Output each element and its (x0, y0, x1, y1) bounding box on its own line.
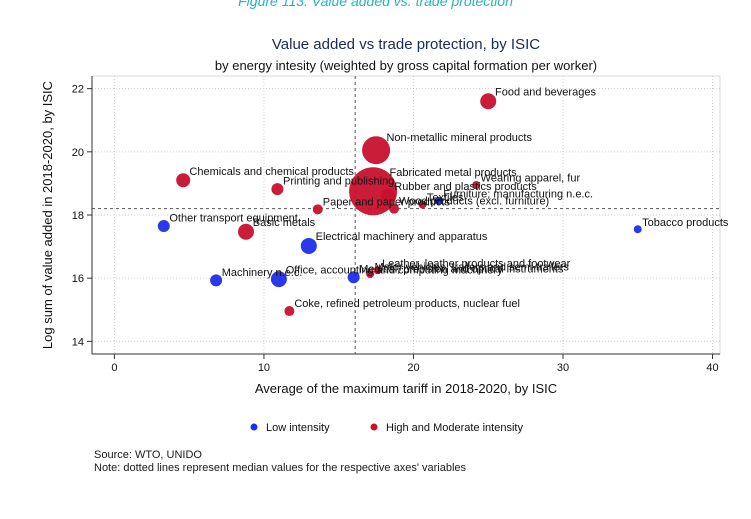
point-office-accounting-and-computing-machinery (270, 271, 287, 288)
chart-title: Value added vs trade protection, by ISIC (272, 36, 540, 53)
source-line: Source: WTO, UNIDO (94, 449, 202, 461)
x-tick-label: 20 (407, 362, 419, 374)
label-printing-and-publishing: Printing and publishing (283, 175, 394, 187)
x-tick-label: 30 (557, 362, 569, 374)
point-motor-vehicles-trailers-and-semi-trailers (366, 270, 375, 279)
label-electrical-machinery-and-apparatus: Electrical machinery and apparatus (316, 231, 488, 243)
label-tobacco-products: Tobacco products (642, 217, 729, 229)
point-wood-products-excl-furniture (389, 203, 400, 214)
point-textiles (418, 200, 427, 209)
label-textiles: Textiles (427, 192, 464, 204)
label-machinery-n-e-c: Machinery n.e.c. (222, 267, 303, 279)
label-leather-leather-products-and-footwear: Leather, leather products and footwear (382, 258, 571, 270)
point-basic-metals (238, 223, 255, 240)
point-non-metallic-mineral-products (362, 136, 391, 165)
chart-subtitle: by energy intesity (weighted by gross ca… (215, 58, 597, 73)
point-fabricated-metal-products (349, 167, 398, 216)
note-line: Note: dotted lines represent median valu… (94, 462, 467, 474)
x-tick-label: 10 (258, 362, 270, 374)
legend-label-low: Low intensity (266, 422, 330, 434)
y-axis-title: Log sum of value added in 2018-2020, by … (40, 81, 55, 349)
label-non-metallic-mineral-products: Non-metallic mineral products (386, 132, 532, 144)
y-tick-label: 18 (72, 210, 84, 222)
x-tick-label: 0 (111, 362, 117, 374)
source-note: Source: WTO, UNIDO Note: dotted lines re… (94, 449, 466, 475)
legend-marker-high (370, 423, 378, 431)
x-axis-title: Average of the maximum tariff in 2018-20… (255, 381, 557, 396)
label-fabricated-metal-products: Fabricated metal products (390, 167, 518, 179)
point-tobacco-products (633, 225, 642, 234)
label-coke-refined-petroleum-products-nuclear-fuel: Coke, refined petroleum products, nuclea… (294, 298, 520, 310)
point-furniture-manufacturing-n-e-c (434, 196, 443, 205)
label-other-transport-equipment: Other transport equipment (169, 212, 297, 224)
legend-label-high: High and Moderate intensity (386, 422, 523, 434)
label-office-accounting-and-computing-machinery: Office, accounting and computing machine… (286, 264, 503, 276)
point-chemicals-and-chemical-products (176, 173, 191, 188)
legend-marker-low (250, 423, 258, 431)
label-basic-metals: Basic metals (253, 217, 316, 229)
label-chemicals-and-chemical-products: Chemicals and chemical products (189, 166, 354, 178)
data-points (157, 93, 642, 317)
x-tick-label: 40 (706, 362, 718, 374)
label-furniture-manufacturing-n-e-c: Furniture; manufacturing n.e.c. (443, 188, 593, 200)
plot-area (91, 75, 721, 355)
point-paper-and-paper-products (312, 204, 323, 215)
label-food-and-beverages: Food and beverages (495, 86, 596, 98)
scatter-chart: 0 10 20 30 40 14 16 18 20 22 Food and beverages No… (40, 36, 729, 434)
point-printing-and-publishing (271, 183, 284, 196)
point-machinery-n-e-c (210, 274, 223, 287)
label-rubber-and-plastics-products: Rubber and plastics products (394, 181, 537, 193)
y-tick-label: 16 (72, 273, 84, 285)
label-motor-vehicles-trailers-and-semi-trailers: Motor vehicles, trailers and semi-traile… (375, 262, 570, 274)
figure-caption: Figure 113: Value added vs. trade protec… (238, 0, 513, 9)
point-coke-refined-petroleum-products-nuclear-fuel (284, 306, 295, 317)
label-medical-precision-and-optical-instruments: Medical, precision and optical instrumen… (359, 264, 564, 276)
legend: Low intensity High and Moderate intensit… (250, 422, 523, 434)
axes: 0 10 20 30 40 14 16 18 20 22 (72, 76, 720, 374)
point-other-transport-equipment (157, 220, 170, 233)
label-wood-products-excl-furniture: Wood products (excl. furniture) (399, 196, 549, 208)
grid-lines (92, 76, 720, 354)
point-leather-leather-products-and-footwear (373, 266, 382, 275)
point-wearing-apparel-fur (472, 180, 481, 189)
point-medical-precision-and-optical-instruments (347, 271, 360, 284)
label-paper-and-paper-products: Paper and paper products (323, 196, 451, 208)
point-electrical-machinery-and-apparatus (300, 237, 317, 254)
label-wearing-apparel-fur: Wearing apparel, fur (481, 173, 581, 185)
point-rubber-and-plastics-products (381, 188, 396, 203)
y-tick-label: 22 (72, 84, 84, 96)
median-lines (92, 76, 720, 354)
point-food-and-beverages (480, 93, 497, 110)
y-tick-label: 14 (72, 336, 84, 348)
y-tick-label: 20 (72, 147, 84, 159)
data-labels: Food and beverages Non-metallic mineral p… (169, 86, 729, 310)
